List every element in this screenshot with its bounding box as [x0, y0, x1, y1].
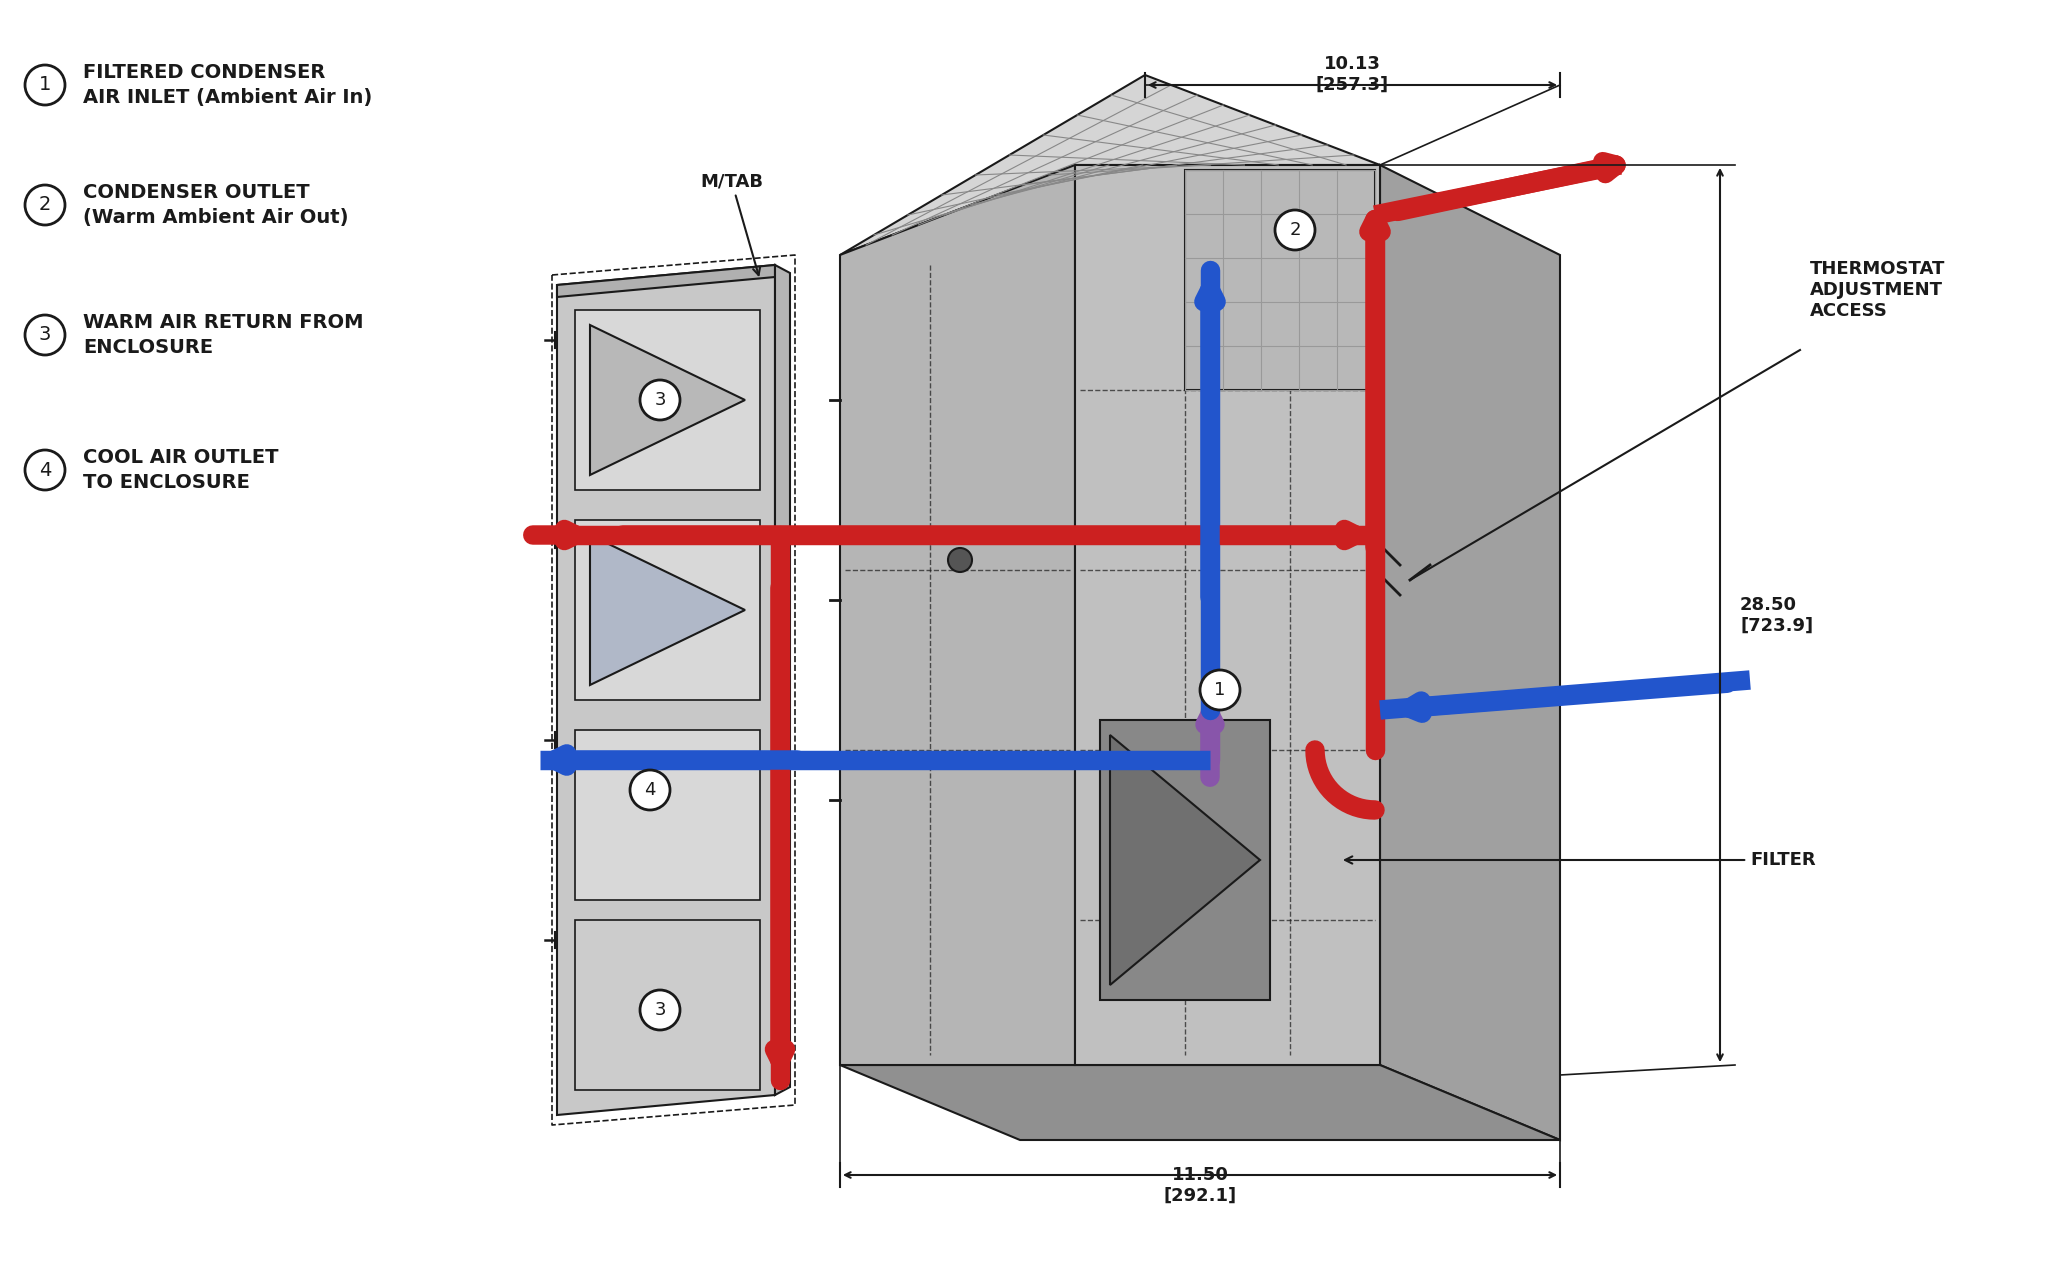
Polygon shape [575, 919, 760, 1091]
Text: CONDENSER OUTLET
(Warm Ambient Air Out): CONDENSER OUTLET (Warm Ambient Air Out) [84, 183, 348, 228]
Text: 2: 2 [1290, 221, 1300, 239]
Circle shape [25, 315, 66, 355]
Polygon shape [1186, 170, 1374, 390]
Polygon shape [590, 325, 745, 475]
Polygon shape [590, 535, 745, 685]
Text: M/TAB: M/TAB [700, 172, 764, 275]
Polygon shape [1380, 165, 1561, 1139]
Text: 10.13
[257.3]: 10.13 [257.3] [1315, 55, 1389, 94]
Circle shape [948, 548, 973, 572]
Text: 3: 3 [39, 325, 51, 345]
Text: FILTER: FILTER [1346, 851, 1817, 869]
Polygon shape [840, 1065, 1561, 1139]
Circle shape [25, 450, 66, 490]
Circle shape [25, 66, 66, 105]
Text: 3: 3 [653, 391, 666, 409]
Text: 1: 1 [1214, 682, 1225, 700]
Text: THERMOSTAT
ADJUSTMENT
ACCESS: THERMOSTAT ADJUSTMENT ACCESS [1810, 260, 1946, 320]
Polygon shape [557, 265, 774, 297]
Text: 4: 4 [39, 460, 51, 480]
Text: 28.50
[723.9]: 28.50 [723.9] [1741, 595, 1812, 634]
Text: COOL AIR OUTLET
TO ENCLOSURE: COOL AIR OUTLET TO ENCLOSURE [84, 448, 279, 493]
Polygon shape [1075, 165, 1380, 1065]
Text: 11.50
[292.1]: 11.50 [292.1] [1163, 1166, 1237, 1205]
Polygon shape [840, 75, 1380, 255]
Circle shape [25, 185, 66, 225]
Circle shape [639, 990, 680, 1030]
Text: FILTERED CONDENSER
AIR INLET (Ambient Air In): FILTERED CONDENSER AIR INLET (Ambient Ai… [84, 63, 373, 107]
Polygon shape [575, 520, 760, 700]
Polygon shape [575, 730, 760, 900]
Text: 3: 3 [653, 1001, 666, 1019]
Polygon shape [1100, 720, 1270, 1001]
Circle shape [1276, 210, 1315, 249]
Text: 4: 4 [645, 781, 655, 799]
Polygon shape [840, 165, 1075, 1065]
Polygon shape [774, 265, 791, 1094]
Polygon shape [1110, 736, 1260, 985]
Polygon shape [557, 265, 774, 1115]
Circle shape [1200, 670, 1239, 710]
Text: WARM AIR RETURN FROM
ENCLOSURE: WARM AIR RETURN FROM ENCLOSURE [84, 312, 362, 358]
Circle shape [639, 379, 680, 421]
Circle shape [631, 770, 670, 810]
Text: 1: 1 [39, 76, 51, 94]
Polygon shape [575, 310, 760, 490]
Text: 2: 2 [39, 195, 51, 215]
